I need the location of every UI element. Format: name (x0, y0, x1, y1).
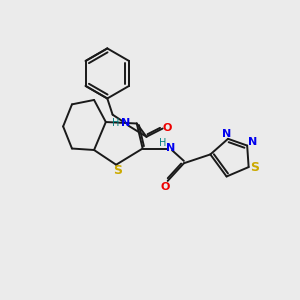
Text: H: H (112, 118, 119, 128)
Text: S: S (250, 160, 260, 174)
Text: S: S (113, 164, 122, 177)
Text: N: N (121, 118, 130, 128)
Text: N: N (166, 143, 175, 153)
Text: N: N (248, 137, 257, 147)
Text: H: H (159, 138, 166, 148)
Text: N: N (222, 128, 231, 139)
Text: O: O (160, 182, 170, 192)
Text: O: O (163, 123, 172, 133)
